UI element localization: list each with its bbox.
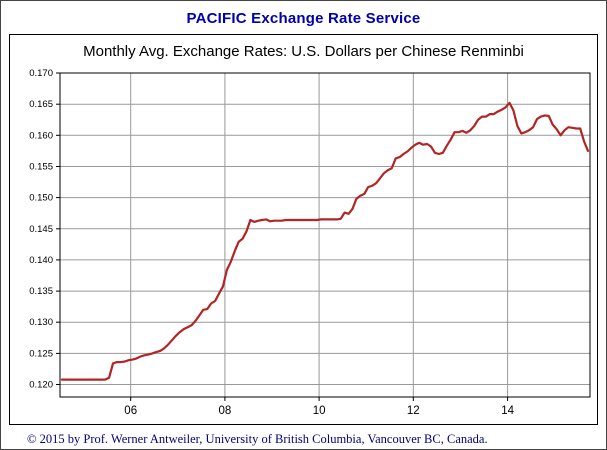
axis-ticks [56,72,509,401]
svg-text:0.160: 0.160 [29,130,53,141]
svg-text:0.125: 0.125 [29,348,53,359]
svg-text:12: 12 [407,405,420,417]
svg-text:0.140: 0.140 [29,255,53,266]
x-axis-labels: 06 08 10 12 14 [124,405,514,417]
y-axis-labels: 0.120 0.125 0.130 0.135 0.140 0.145 0.150 0.155… [29,68,53,391]
svg-text:0.145: 0.145 [29,224,53,235]
svg-text:0.150: 0.150 [29,193,53,204]
plot-border [59,72,591,398]
site-header: PACIFIC Exchange Rate Service [1,1,606,34]
series-line [60,101,590,381]
chart-title: Monthly Avg. Exchange Rates: U.S. Dollar… [83,43,524,60]
svg-text:0.155: 0.155 [29,162,53,173]
copyright-text: © 2015 by Prof. Werner Antweiler, Univer… [27,432,488,446]
svg-text:06: 06 [124,405,137,417]
svg-text:0.130: 0.130 [29,317,53,328]
svg-text:0.120: 0.120 [29,380,53,391]
svg-text:08: 08 [219,405,232,417]
svg-text:0.165: 0.165 [29,99,53,110]
svg-text:14: 14 [501,405,514,417]
svg-text:10: 10 [313,405,326,417]
exchange-rate-chart: 0.120 0.125 0.130 0.135 0.140 0.145 0.150 0.155… [29,68,591,417]
chart-container: Monthly Avg. Exchange Rates: U.S. Dollar… [9,34,598,425]
svg-text:0.135: 0.135 [29,286,53,297]
grid-lines [60,72,590,397]
page-title: PACIFIC Exchange Rate Service [186,10,421,27]
svg-text:0.170: 0.170 [29,68,53,79]
